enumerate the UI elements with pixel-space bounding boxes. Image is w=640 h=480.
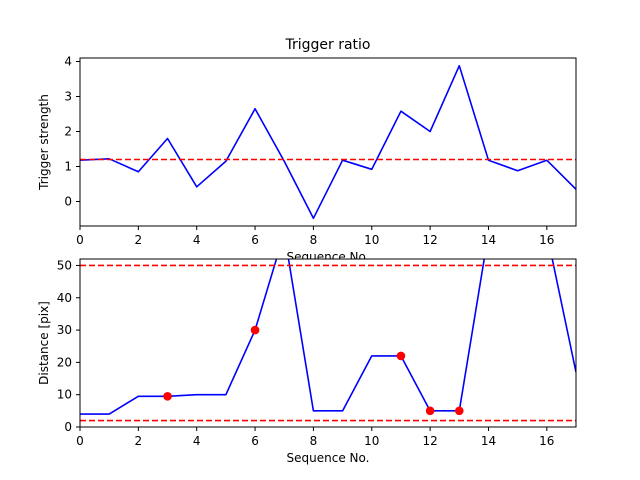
x-tick-label: 12	[422, 233, 437, 247]
x-tick-label: 10	[364, 233, 379, 247]
data-point-marker	[425, 406, 435, 416]
y-tick-label: 1	[64, 160, 72, 174]
x-tick-label: 2	[135, 434, 143, 448]
x-tick-label: 4	[193, 233, 201, 247]
x-tick-label: 12	[422, 434, 437, 448]
x-tick-label: 8	[310, 233, 318, 247]
plot-area-background	[80, 259, 576, 427]
y-tick-label: 30	[57, 323, 72, 337]
chart-title: Trigger ratio	[284, 37, 370, 53]
x-tick-label: 2	[135, 233, 143, 247]
series-line	[80, 64, 576, 220]
x-tick-label: 6	[251, 233, 259, 247]
x-tick-label: 16	[539, 434, 554, 448]
data-point-marker	[163, 392, 172, 401]
y-axis-label: Trigger strength	[37, 94, 51, 191]
x-tick-label: 6	[251, 434, 259, 448]
y-axis-label: Distance [pix]	[37, 301, 51, 385]
x-axis-label: Sequence No.	[287, 451, 370, 465]
data-point-marker	[396, 351, 406, 361]
y-tick-label: 50	[57, 258, 72, 272]
data-point-marker	[250, 325, 260, 335]
y-tick-label: 10	[57, 388, 72, 402]
x-tick-label: 0	[76, 434, 84, 448]
x-tick-label: 14	[481, 233, 496, 247]
y-tick-label: 0	[64, 420, 72, 434]
y-tick-label: 2	[64, 125, 72, 139]
y-tick-label: 20	[57, 355, 72, 369]
x-tick-label: 0	[76, 233, 84, 247]
y-tick-label: 3	[64, 90, 72, 104]
x-tick-label: 8	[310, 434, 318, 448]
x-tick-label: 10	[364, 434, 379, 448]
plot-frame	[79, 258, 577, 428]
plot-area	[80, 259, 576, 422]
x-tick-label: 14	[481, 434, 496, 448]
x-tick-label: 4	[193, 434, 201, 448]
plot-area-background	[80, 58, 576, 226]
y-tick-label: 40	[57, 291, 72, 305]
y-tick-label: 4	[64, 55, 72, 69]
plot-area	[80, 64, 576, 220]
plot-frame	[79, 57, 577, 227]
data-point-marker	[454, 406, 464, 416]
y-tick-label: 0	[64, 195, 72, 209]
x-tick-label: 16	[539, 233, 554, 247]
subplot-2: 0 2 4 6 8 10 12 14 16 0 10 20 30 40 50 Sequence No. Dist…	[37, 258, 577, 465]
series-line	[80, 259, 576, 415]
